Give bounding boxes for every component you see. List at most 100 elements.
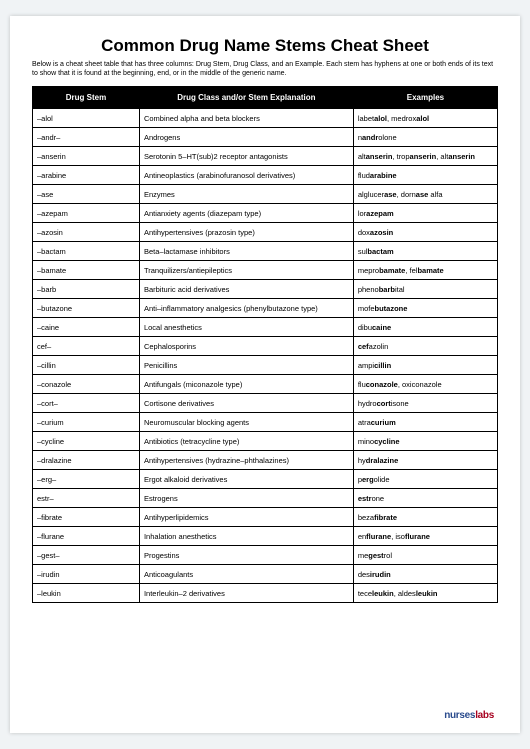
- cell-stem: –alol: [33, 109, 140, 128]
- cell-examples: pergolide: [353, 470, 497, 489]
- cell-examples: atracurium: [353, 413, 497, 432]
- cell-class: Antihyperlipidemics: [139, 508, 353, 527]
- logo-post: labs: [475, 710, 494, 721]
- cell-class: Penicillins: [139, 356, 353, 375]
- table-row: –azepamAntianxiety agents (diazepam type…: [33, 204, 498, 223]
- cell-examples: hydralazine: [353, 451, 497, 470]
- cell-examples: cefazolin: [353, 337, 497, 356]
- cell-examples: bezafibrate: [353, 508, 497, 527]
- cell-examples: nandrolone: [353, 128, 497, 147]
- cell-stem: –fibrate: [33, 508, 140, 527]
- logo-pre: nurses: [444, 710, 475, 721]
- cell-examples: dibucaine: [353, 318, 497, 337]
- cell-class: Cephalosporins: [139, 337, 353, 356]
- cell-stem: –erg–: [33, 470, 140, 489]
- cell-examples: alglucerase, dornase alfa: [353, 185, 497, 204]
- cell-class: Interleukin–2 derivatives: [139, 584, 353, 603]
- cell-stem: –flurane: [33, 527, 140, 546]
- logo: nurseslabs: [444, 710, 494, 721]
- cell-class: Combined alpha and beta blockers: [139, 109, 353, 128]
- cell-examples: phenobarbital: [353, 280, 497, 299]
- table-row: cef–Cephalosporinscefazolin: [33, 337, 498, 356]
- cell-examples: meprobamate, felbamate: [353, 261, 497, 280]
- table-row: –erg–Ergot alkaloid derivativespergolide: [33, 470, 498, 489]
- table-row: –dralazineAntihypertensives (hydrazine–p…: [33, 451, 498, 470]
- table-row: –cort–Cortisone derivativeshydrocortison…: [33, 394, 498, 413]
- cell-stem: –bamate: [33, 261, 140, 280]
- table-row: –barbBarbituric acid derivativesphenobar…: [33, 280, 498, 299]
- table-row: –caineLocal anestheticsdibucaine: [33, 318, 498, 337]
- table-row: –bamateTranquilizers/antiepilepticsmepro…: [33, 261, 498, 280]
- table-row: –butazoneAnti–inflammatory analgesics (p…: [33, 299, 498, 318]
- cell-class: Barbituric acid derivatives: [139, 280, 353, 299]
- cell-stem: –dralazine: [33, 451, 140, 470]
- cell-examples: megestrol: [353, 546, 497, 565]
- cell-stem: –butazone: [33, 299, 140, 318]
- cell-class: Androgens: [139, 128, 353, 147]
- cell-examples: ampicillin: [353, 356, 497, 375]
- page: Common Drug Name Stems Cheat Sheet Below…: [10, 16, 520, 733]
- cell-examples: altanserin, tropanserin, altanserin: [353, 147, 497, 166]
- cell-stem: –cort–: [33, 394, 140, 413]
- table-row: –azosinAntihypertensives (prazosin type)…: [33, 223, 498, 242]
- cell-class: Ergot alkaloid derivatives: [139, 470, 353, 489]
- table-row: –alolCombined alpha and beta blockerslab…: [33, 109, 498, 128]
- table-row: –curiumNeuromuscular blocking agentsatra…: [33, 413, 498, 432]
- header-class: Drug Class and/or Stem Explanation: [139, 87, 353, 109]
- cell-class: Anticoagulants: [139, 565, 353, 584]
- table-row: –andr–Androgensnandrolone: [33, 128, 498, 147]
- cell-stem: –arabine: [33, 166, 140, 185]
- table-row: –gest–Progestinsmegestrol: [33, 546, 498, 565]
- table-row: –fibrateAntihyperlipidemicsbezafibrate: [33, 508, 498, 527]
- cell-examples: minocycline: [353, 432, 497, 451]
- table-row: –cillinPenicillinsampicillin: [33, 356, 498, 375]
- cell-examples: teceleukin, aldesleukin: [353, 584, 497, 603]
- cell-examples: fludarabine: [353, 166, 497, 185]
- cell-class: Anti–inflammatory analgesics (phenylbuta…: [139, 299, 353, 318]
- cell-stem: –gest–: [33, 546, 140, 565]
- cell-class: Inhalation anesthetics: [139, 527, 353, 546]
- intro-text: Below is a cheat sheet table that has th…: [32, 60, 498, 78]
- cell-class: Antifungals (miconazole type): [139, 375, 353, 394]
- cell-class: Enzymes: [139, 185, 353, 204]
- cell-examples: sulbactam: [353, 242, 497, 261]
- cell-class: Estrogens: [139, 489, 353, 508]
- cell-stem: –irudin: [33, 565, 140, 584]
- cell-stem: –cillin: [33, 356, 140, 375]
- table-row: –conazoleAntifungals (miconazole type)fl…: [33, 375, 498, 394]
- cell-stem: –andr–: [33, 128, 140, 147]
- cell-stem: –barb: [33, 280, 140, 299]
- cell-stem: –azepam: [33, 204, 140, 223]
- cell-class: Progestins: [139, 546, 353, 565]
- cell-stem: –ase: [33, 185, 140, 204]
- cell-stem: –conazole: [33, 375, 140, 394]
- table-row: –bactamBeta–lactamase inhibitorssulbacta…: [33, 242, 498, 261]
- header-stem: Drug Stem: [33, 87, 140, 109]
- cell-stem: –caine: [33, 318, 140, 337]
- cell-stem: cef–: [33, 337, 140, 356]
- cell-class: Antianxiety agents (diazepam type): [139, 204, 353, 223]
- cell-class: Antihypertensives (prazosin type): [139, 223, 353, 242]
- table-row: –aseEnzymesalglucerase, dornase alfa: [33, 185, 498, 204]
- cell-examples: mofebutazone: [353, 299, 497, 318]
- drug-stem-table: Drug Stem Drug Class and/or Stem Explana…: [32, 86, 498, 603]
- table-row: –irudinAnticoagulantsdesirudin: [33, 565, 498, 584]
- cell-class: Tranquilizers/antiepileptics: [139, 261, 353, 280]
- table-header-row: Drug Stem Drug Class and/or Stem Explana…: [33, 87, 498, 109]
- cell-class: Antineoplastics (arabinofuranosol deriva…: [139, 166, 353, 185]
- cell-stem: –curium: [33, 413, 140, 432]
- cell-stem: –cycline: [33, 432, 140, 451]
- cell-stem: –bactam: [33, 242, 140, 261]
- table-row: –leukinInterleukin–2 derivativesteceleuk…: [33, 584, 498, 603]
- cell-class: Antihypertensives (hydrazine–phthalazine…: [139, 451, 353, 470]
- cell-examples: lorazepam: [353, 204, 497, 223]
- cell-examples: doxazosin: [353, 223, 497, 242]
- cell-examples: labetalol, medroxalol: [353, 109, 497, 128]
- cell-stem: –azosin: [33, 223, 140, 242]
- cell-examples: enflurane, isoflurane: [353, 527, 497, 546]
- cell-class: Local anesthetics: [139, 318, 353, 337]
- cell-examples: desirudin: [353, 565, 497, 584]
- cell-stem: –leukin: [33, 584, 140, 603]
- table-row: –cyclineAntibiotics (tetracycline type)m…: [33, 432, 498, 451]
- cell-examples: estrone: [353, 489, 497, 508]
